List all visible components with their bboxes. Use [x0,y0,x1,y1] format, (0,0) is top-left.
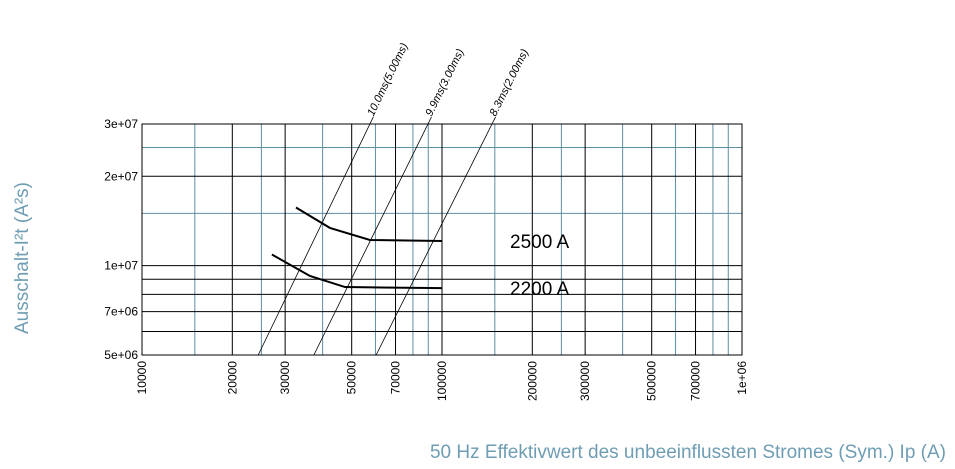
x-tick-label: 300000 [578,361,592,401]
x-tick-label: 100000 [435,361,449,401]
y-tick-label: 1e+07 [104,259,138,273]
plot-frame [141,123,743,356]
reference-line-label: 8.3ms(2.00ms) [488,47,532,118]
x-tick-label: 1e+06 [735,361,749,395]
y-tick-label: 2e+07 [104,169,138,183]
y-axis-label: Ausschalt-I²t (A²s) [12,182,33,334]
series-label: 2500 A [510,232,569,253]
x-tick-label: 700000 [689,361,703,401]
reference-line-extension [369,116,374,125]
series-label: 2200 A [510,279,569,300]
curve [295,206,443,243]
x-tick-label: 30000 [278,361,292,395]
curve [271,253,443,290]
y-tick-label: 7e+06 [104,305,138,319]
y-tick-label: 3e+07 [104,117,138,131]
x-tick-label: 70000 [389,361,403,395]
x-axis-label: 50 Hz Effektivwert des unbeeinflussten S… [430,442,946,463]
x-tick-label: 50000 [345,361,359,395]
x-tick-label: 20000 [225,361,239,395]
reference-line [257,123,371,356]
y-tick-label: 5e+06 [104,348,138,362]
reference-line-label: 10.0ms(5.00ms) [365,41,411,118]
reference-line-extension [491,116,496,125]
reference-line-label: 9.9ms(3.00ms) [423,47,466,118]
x-tick-label: 500000 [645,361,659,401]
reference-line [375,123,493,356]
x-tick-label: 10000 [135,361,149,395]
reference-line-extension [427,116,432,125]
x-tick-label: 200000 [525,361,539,401]
